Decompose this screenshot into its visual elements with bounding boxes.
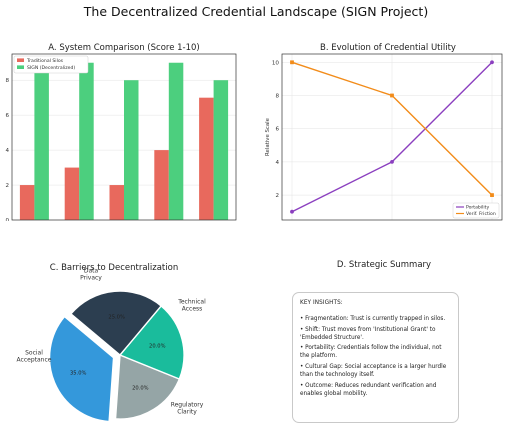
line-point-portability: [390, 160, 394, 164]
bar-chart-system-comparison: A. System Comparison (Score 1-10) 02468 …: [5, 43, 237, 221]
summary-item: • Cultural Gap: Social acceptance is a l…: [300, 364, 447, 379]
line-point-verif-friction: [290, 60, 294, 65]
pie-slice: [48, 315, 115, 423]
line-y-tick-label: 10: [272, 60, 280, 66]
line-chart-frame: [281, 53, 503, 221]
line-y-tick-label: 2: [275, 193, 279, 199]
bar-y-tick-label: 4: [5, 148, 9, 154]
line-legend-box: [452, 202, 500, 219]
figure-title: The Decentralized Credential Landscape (…: [83, 4, 429, 19]
bar-traditional-silos: [199, 97, 214, 220]
summary-item: • Outcome: Reduces redundant verificatio…: [300, 382, 437, 397]
pie-slice-percent: 25.0%: [108, 315, 125, 321]
bar-legend-label: SIGN (Decentralized): [27, 65, 75, 71]
line-chart-title: B. Evolution of Credential Utility: [320, 43, 456, 53]
line-y-tick-label: 6: [275, 127, 279, 133]
line-legend-label: Portability: [466, 205, 489, 211]
pie-slice-percent: 35.0%: [70, 371, 87, 377]
line-y-tick-label: 8: [275, 94, 279, 100]
bar-traditional-silos: [109, 185, 124, 220]
bar-y-tick-label: 0: [5, 218, 9, 221]
pie-slice: [69, 290, 163, 356]
line-point-portability: [290, 209, 294, 214]
pie-slice-percent: 20.0%: [149, 344, 166, 350]
bar-legend-swatch: [17, 65, 24, 69]
pie-slice-label: Social Acceptance: [17, 350, 52, 364]
bar-legend-box: [13, 55, 89, 74]
bar-y-tick-label: 2: [5, 183, 9, 189]
line-point-verif-friction: [490, 193, 494, 197]
bar-traditional-silos: [19, 185, 35, 220]
bar-chart-frame: [11, 53, 237, 221]
pie-slice: [114, 353, 181, 420]
summary-item: • Fragmentation: Trust is currently trap…: [300, 315, 446, 322]
bar-y-tick-label: 8: [5, 78, 9, 84]
line-chart-y-axis-label: Relative Scale: [265, 117, 271, 156]
bar-traditional-silos: [154, 150, 169, 220]
line-point-portability: [490, 60, 494, 65]
pie-slice-label: Regulatory Clarity: [171, 402, 204, 416]
bar-chart-title: A. System Comparison (Score 1-10): [48, 43, 200, 53]
bar-sign-decentralized: [79, 62, 94, 220]
summary-heading: KEY INSIGHTS:: [300, 300, 343, 306]
bar-legend-label: Traditional Silos: [26, 58, 64, 64]
bar-sign-decentralized: [124, 80, 139, 220]
line-y-tick-label: 4: [275, 160, 279, 166]
summary-item: • Portability: Credentials follow the in…: [300, 345, 442, 360]
summary-box: KEY INSIGHTS: • Fragmentation: Trust is …: [292, 292, 459, 423]
bar-sign-decentralized: [168, 62, 184, 220]
bar-traditional-silos: [64, 167, 80, 220]
bar-sign-decentralized: [213, 80, 229, 220]
pie-chart-title: C. Barriers to Decentralization: [50, 263, 178, 273]
pie-slice-label: Data Privacy: [80, 268, 102, 282]
summary-title: D. Strategic Summary: [336, 260, 432, 270]
line-point-verif-friction: [390, 93, 394, 98]
bar-legend-swatch: [17, 58, 24, 62]
bar-y-tick-label: 6: [5, 113, 9, 119]
pie-slice: [118, 304, 185, 380]
pie-chart-barriers: C. Barriers to Decentralization 35.0% Soc…: [17, 263, 206, 423]
bar-sign-decentralized: [34, 62, 49, 220]
summary-item: • Shift: Trust moves from 'Institutional…: [300, 326, 436, 341]
pie-slice-percent: 20.0%: [132, 386, 149, 392]
line-chart-credential-utility: B. Evolution of Credential Utility 2 4 6 8 1…: [265, 43, 503, 221]
pie-slice-label: Technical Access: [177, 299, 206, 313]
summary-list: • Fragmentation: Trust is currently trap…: [300, 316, 451, 399]
line-legend-label: Verif. Friction: [466, 211, 496, 217]
